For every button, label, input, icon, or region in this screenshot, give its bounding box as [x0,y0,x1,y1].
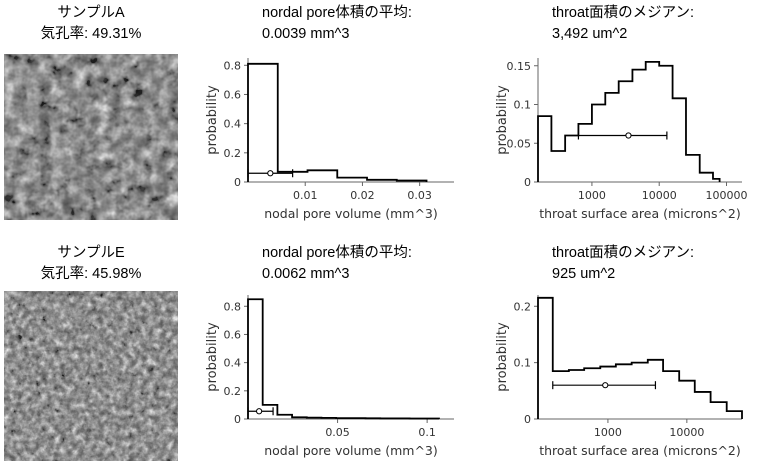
x-tick-label: 10000 [642,189,677,202]
x-tick-label: 1000 [578,189,606,202]
y-tick-label: 0.8 [224,300,242,313]
sample-e-porosity: 気孔率: 45.98% [40,266,142,282]
x-tick-label: 0.1 [418,426,436,439]
y-tick-label: 0.1 [514,357,532,370]
y-axis-title: probability [205,322,220,392]
throat-area-histogram-a: 0 0.05 0.1 0.15 1000 10000 100000 throat surfac… [495,58,747,221]
sample-e-micrograph [4,291,178,461]
histogram-steps [247,62,428,182]
y-tick-label: 0.6 [224,88,242,101]
x-axis-title: nodal pore volume (mm^3) [264,206,438,221]
throat-area-histogram-e: 0 0.1 0.2 1000 10000 throat surface area (mic… [495,295,743,458]
sample-e-name: サンプルE [57,245,125,261]
histogram-steps [537,296,743,419]
sample-a-micrograph [4,54,178,220]
sample-a-throat-title: throat面積のメジアン: [552,5,695,21]
sample-e-throat-value: 925 um^2 [552,266,616,282]
y-tick-label: 0.4 [224,118,242,131]
y-tick-label: 0.15 [507,60,532,73]
y-tick-label: 0.4 [224,357,242,370]
errorbar-center-marker [256,408,263,415]
errorbar-center-marker [267,170,274,177]
y-tick-label: 0.2 [514,300,532,313]
y-tick-label: 0.2 [224,147,242,160]
x-axis-title: throat surface area (microns^2) [539,206,741,221]
sample-a-porosity: 気孔率: 49.31% [40,26,142,42]
y-axis-title: probability [495,85,510,155]
sample-a-name: サンプルA [57,5,125,21]
sample-a-pore-value: 0.0039 mm^3 [262,26,350,42]
x-tick-label: 0.03 [407,189,432,202]
errorbar-center-marker [625,132,632,139]
x-axis-title: throat surface area (microns^2) [539,443,741,458]
y-tick-label: 0.6 [224,328,242,341]
x-tick-label: 1000 [594,426,622,439]
errorbar-center-marker [602,382,609,389]
sample-e-throat-title: throat面積のメジアン: [552,245,695,261]
sample-e-pore-title: nordal pore体積の平均: [262,245,412,261]
y-axis-title: probability [205,85,220,155]
histogram-steps [247,298,440,420]
y-tick-label: 0 [234,413,241,426]
y-tick-label: 0.05 [507,137,532,150]
y-tick-label: 0 [234,176,241,189]
sample-a-micrograph-image [4,54,178,220]
sample-a-pore-title: nordal pore体積の平均: [262,5,412,21]
sample-e-pore-value: 0.0062 mm^3 [262,266,350,282]
x-tick-label: 0.05 [325,426,350,439]
y-tick-label: 0.8 [224,59,242,72]
x-axis-title: nodal pore volume (mm^3) [264,443,438,458]
sample-e-micrograph-image [4,291,178,461]
histogram-steps [537,60,721,182]
y-tick-label: 0.1 [514,99,532,112]
y-tick-label: 0 [524,413,531,426]
sample-a-throat-value: 3,492 um^2 [552,26,628,42]
x-tick-label: 0.02 [350,189,375,202]
x-tick-label: 10000 [669,426,704,439]
x-tick-label: 0.01 [293,189,318,202]
y-tick-label: 0 [524,176,531,189]
y-axis-title: probability [495,322,510,392]
x-tick-label: 100000 [705,189,747,202]
pore-volume-histogram-a: 0 0.2 0.4 0.6 0.8 0.01 0.02 0.03 nodal pore volu… [205,58,454,221]
y-tick-label: 0.2 [224,385,242,398]
pore-volume-histogram-e: 0 0.2 0.4 0.6 0.8 0.05 0.1 nodal pore volume (m… [205,295,454,458]
